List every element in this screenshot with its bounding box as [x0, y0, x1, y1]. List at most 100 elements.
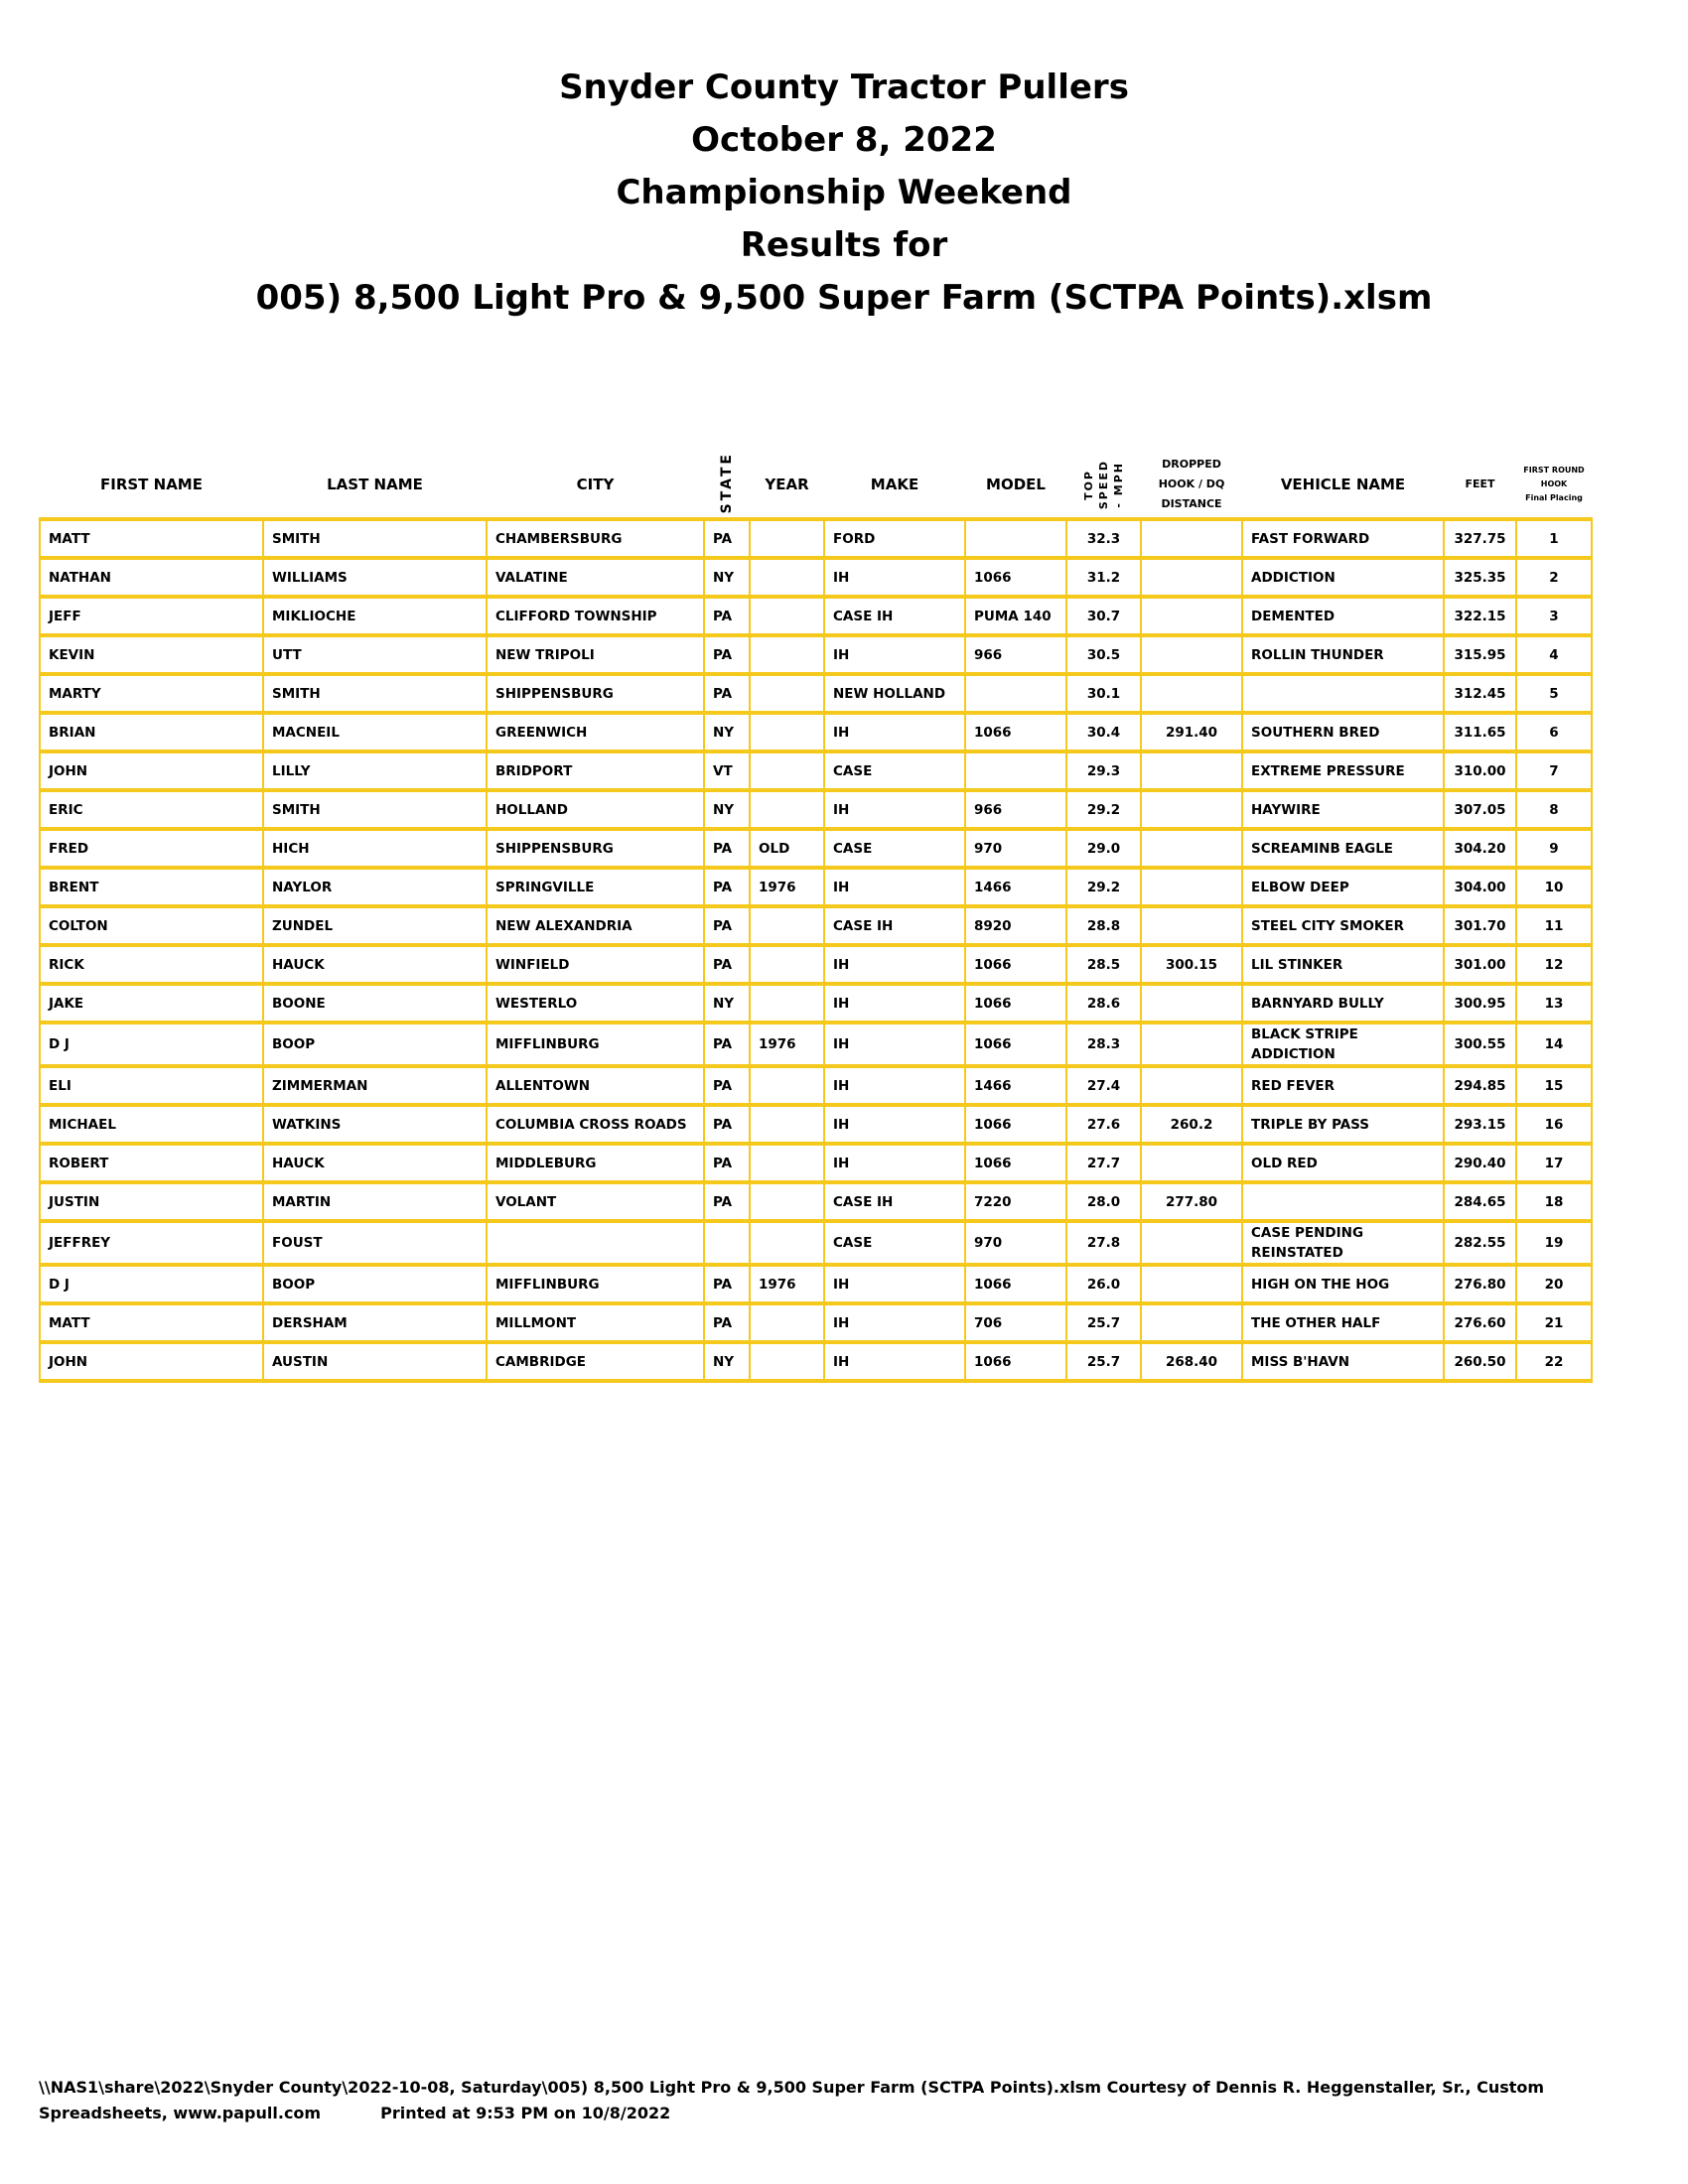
cell-dq — [1140, 635, 1242, 675]
cell-state: PA — [703, 1144, 750, 1183]
cell-speed: 32.3 — [1065, 519, 1141, 559]
table-row: MATT DERSHAM MILLMONT PA IH 706 25.7 THE OTHER … — [39, 1303, 1593, 1343]
cell-dq — [1140, 558, 1242, 598]
cell-place: 20 — [1515, 1265, 1593, 1304]
cell-first: COLTON — [39, 906, 263, 946]
table-row: KEVIN UTT NEW TRIPOLI PA IH 966 30.5 ROLLIN THU… — [39, 635, 1593, 675]
cell-make: IH — [823, 713, 965, 752]
cell-place: 19 — [1515, 1221, 1593, 1266]
cell-last: BOOP — [262, 1023, 487, 1067]
cell-vehicle: SOUTHERN BRED — [1241, 713, 1444, 752]
cell-dq — [1140, 984, 1242, 1024]
cell-place: 14 — [1515, 1023, 1593, 1067]
cell-dq: 268.40 — [1140, 1342, 1242, 1382]
col-top-speed-l3: - MPH — [1112, 461, 1125, 508]
col-placing: FIRST ROUND HOOK Final Placing — [1516, 452, 1592, 519]
cell-feet: 260.50 — [1443, 1342, 1516, 1382]
title-org: Snyder County Tractor Pullers — [559, 68, 1129, 107]
cell-state: PA — [703, 1303, 750, 1343]
cell-feet: 301.00 — [1443, 945, 1516, 985]
cell-vehicle: OLD RED — [1241, 1144, 1444, 1183]
cell-dq: 300.15 — [1140, 945, 1242, 985]
cell-dq: 277.80 — [1140, 1182, 1242, 1222]
cell-first: MATT — [39, 1303, 263, 1343]
cell-dq — [1140, 868, 1242, 907]
cell-dq: 260.2 — [1140, 1105, 1242, 1145]
table-row: JOHN AUSTIN CAMBRIDGE NY IH 1066 25.7 268.40 MIS… — [39, 1342, 1593, 1382]
cell-city: WESTERLO — [486, 984, 704, 1024]
cell-year — [749, 751, 824, 791]
cell-first: BRENT — [39, 868, 263, 907]
cell-dq — [1140, 674, 1242, 714]
cell-place: 10 — [1515, 868, 1593, 907]
cell-year — [749, 1144, 824, 1183]
cell-model — [964, 519, 1066, 559]
cell-dq: 291.40 — [1140, 713, 1242, 752]
cell-model: PUMA 140 — [964, 597, 1066, 636]
table-row: MARTY SMITH SHIPPENSBURG PA NEW HOLLAND 30.1 3… — [39, 674, 1593, 714]
cell-first: FRED — [39, 829, 263, 869]
col-city: CITY — [576, 476, 615, 494]
cell-city: MIFFLINBURG — [486, 1023, 704, 1067]
cell-year: 1976 — [749, 1265, 824, 1304]
cell-vehicle: STEEL CITY SMOKER — [1241, 906, 1444, 946]
cell-make: IH — [823, 1066, 965, 1106]
cell-feet: 284.65 — [1443, 1182, 1516, 1222]
table-row: ROBERT HAUCK MIDDLEBURG PA IH 1066 27.7 OLD RED… — [39, 1144, 1593, 1183]
cell-dq — [1140, 1265, 1242, 1304]
cell-vehicle: CASE PENDING REINSTATED — [1241, 1221, 1444, 1266]
cell-feet: 307.05 — [1443, 790, 1516, 830]
cell-model: 1066 — [964, 1265, 1066, 1304]
cell-make: CASE IH — [823, 906, 965, 946]
cell-model: 1466 — [964, 868, 1066, 907]
footer-printed: Printed at 9:53 PM on 10/8/2022 — [380, 2104, 671, 2122]
table-row: MICHAEL WATKINS COLUMBIA CROSS ROADS PA IH 10… — [39, 1105, 1593, 1145]
cell-model: 8920 — [964, 906, 1066, 946]
cell-model: 1066 — [964, 1144, 1066, 1183]
cell-year — [749, 1342, 824, 1382]
cell-speed: 28.3 — [1065, 1023, 1141, 1067]
cell-place: 13 — [1515, 984, 1593, 1024]
cell-feet: 315.95 — [1443, 635, 1516, 675]
cell-year — [749, 597, 824, 636]
cell-vehicle — [1241, 1182, 1444, 1222]
title-class: 005) 8,500 Light Pro & 9,500 Super Farm … — [255, 278, 1433, 318]
cell-model: 1066 — [964, 713, 1066, 752]
col-dropped-hook-l1: DROPPED — [1162, 458, 1221, 472]
cell-dq — [1140, 751, 1242, 791]
cell-year — [749, 1182, 824, 1222]
table-row: BRENT NAYLOR SPRINGVILLE PA 1976 IH 1466 29.2 EL… — [39, 868, 1593, 907]
cell-dq — [1140, 829, 1242, 869]
cell-dq — [1140, 906, 1242, 946]
cell-make: IH — [823, 635, 965, 675]
title-event: Championship Weekend — [616, 173, 1072, 212]
cell-place: 5 — [1515, 674, 1593, 714]
table-row: BRIAN MACNEIL GREENWICH NY IH 1066 30.4 291.40 S… — [39, 713, 1593, 752]
cell-model: 706 — [964, 1303, 1066, 1343]
cell-first: NATHAN — [39, 558, 263, 598]
cell-make: IH — [823, 558, 965, 598]
cell-last: SMITH — [262, 674, 487, 714]
cell-feet: 322.15 — [1443, 597, 1516, 636]
cell-year — [749, 906, 824, 946]
cell-city: CHAMBERSBURG — [486, 519, 704, 559]
col-first-name: FIRST NAME — [100, 476, 203, 494]
cell-speed: 28.8 — [1065, 906, 1141, 946]
footer: \\NAS1\share\2022\Snyder County\2022-10-… — [39, 2075, 1627, 2126]
cell-vehicle: FAST FORWARD — [1241, 519, 1444, 559]
cell-vehicle: HIGH ON THE HOG — [1241, 1265, 1444, 1304]
cell-first: JAKE — [39, 984, 263, 1024]
table-row: MATT SMITH CHAMBERSBURG PA FORD 32.3 FAST FORW… — [39, 519, 1593, 559]
cell-year — [749, 1221, 824, 1266]
cell-state: NY — [703, 984, 750, 1024]
table-row: JEFFREY FOUST CASE 970 27.8 CASE PENDING REIN… — [39, 1221, 1593, 1266]
col-make: MAKE — [870, 476, 919, 494]
title-results-for: Results for — [740, 225, 948, 265]
cell-model: 970 — [964, 1221, 1066, 1266]
cell-dq — [1140, 519, 1242, 559]
col-feet: FEET — [1465, 478, 1495, 491]
table-row: FRED HICH SHIPPENSBURG PA OLD CASE 970 29.0 SCRE… — [39, 829, 1593, 869]
cell-first: D J — [39, 1265, 263, 1304]
cell-vehicle: TRIPLE BY PASS — [1241, 1105, 1444, 1145]
cell-dq — [1140, 1066, 1242, 1106]
